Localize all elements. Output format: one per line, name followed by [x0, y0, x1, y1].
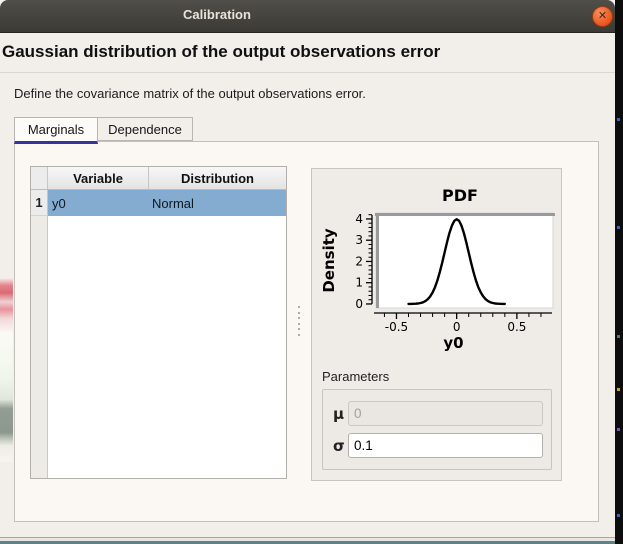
- column-header-variable[interactable]: Variable: [48, 167, 149, 189]
- marginals-table: Variable Distribution 1 y0 Normal: [30, 166, 287, 479]
- background-bottom-strip: [0, 537, 615, 544]
- panel-splitter-handle[interactable]: [296, 306, 302, 336]
- svg-text:0: 0: [355, 297, 363, 311]
- row-header-strip: [31, 216, 48, 478]
- svg-text:Density: Density: [320, 228, 338, 293]
- window-title: Calibration: [183, 7, 251, 22]
- svg-text:-0.5: -0.5: [385, 320, 408, 334]
- heading-separator: [0, 72, 615, 73]
- svg-text:0: 0: [453, 320, 461, 334]
- background-right-strip: [615, 0, 623, 544]
- close-button[interactable]: ✕: [592, 6, 613, 27]
- svg-text:PDF: PDF: [442, 186, 478, 205]
- mu-label: μ: [333, 405, 345, 423]
- titlebar[interactable]: Calibration ✕: [0, 0, 615, 33]
- page-title: Gaussian distribution of the output obse…: [2, 42, 441, 61]
- cell-variable[interactable]: y0: [48, 190, 148, 216]
- svg-text:1: 1: [355, 276, 363, 290]
- table-row[interactable]: 1 y0 Normal: [31, 190, 286, 216]
- tab-marginals[interactable]: Marginals: [14, 117, 98, 144]
- mu-field: [348, 401, 543, 426]
- svg-text:0.5: 0.5: [507, 320, 526, 334]
- svg-text:y0: y0: [443, 334, 463, 352]
- background-window-sliver: [0, 278, 13, 462]
- table-corner: [31, 167, 48, 189]
- pdf-chart: 0 1 2 3 4 -0.5 0 0.5 PDF y0 Density: [320, 186, 555, 352]
- parameters-group-label: Parameters: [322, 369, 390, 384]
- sigma-label: σ: [333, 437, 345, 455]
- calibration-dialog: Calibration ✕ Gaussian distribution of t…: [0, 0, 615, 522]
- row-number: 1: [31, 190, 48, 216]
- svg-text:2: 2: [355, 254, 363, 268]
- close-icon: ✕: [597, 10, 608, 22]
- cell-distribution[interactable]: Normal: [148, 190, 286, 216]
- sigma-field[interactable]: [348, 433, 543, 458]
- svg-text:4: 4: [355, 212, 363, 226]
- svg-text:3: 3: [355, 233, 363, 247]
- description-text: Define the covariance matrix of the outp…: [14, 86, 366, 101]
- tab-dependence[interactable]: Dependence: [98, 117, 193, 141]
- column-header-distribution[interactable]: Distribution: [181, 170, 254, 186]
- table-header: Variable Distribution: [31, 167, 286, 190]
